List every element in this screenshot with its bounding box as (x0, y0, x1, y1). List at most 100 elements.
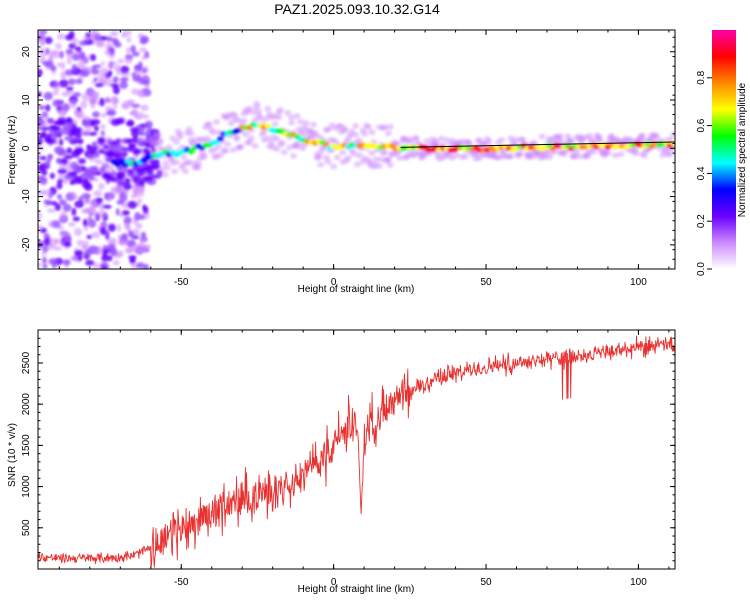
colorbar-tick-label: 0.6 (696, 118, 707, 132)
heatmap-cell (38, 262, 42, 268)
heatmap-cell (156, 138, 164, 145)
heatmap-cell (172, 138, 180, 145)
heatmap-cell (112, 85, 120, 95)
heatmap-cell (297, 118, 305, 125)
heatmap-cell (257, 115, 264, 122)
heatmap-cell (39, 40, 46, 45)
heatmap-cell (57, 33, 65, 40)
snr-ticks: -50 0 50 100 500 1000 1500 2000 2500 (21, 330, 675, 588)
heatmap-cell (423, 138, 431, 145)
heatmap-cell (158, 166, 166, 172)
heatmap-cell (52, 133, 59, 139)
heatmap-cell (88, 219, 97, 228)
heatmap-cell (67, 78, 76, 86)
heatmap-cell (125, 57, 133, 65)
heatmap-cell (49, 172, 56, 179)
heatmap-cell (43, 91, 53, 101)
heatmap-cell (352, 122, 360, 129)
heatmap-cell (140, 80, 150, 85)
heatmap-cell (100, 36, 108, 41)
spectrogram-heatmap (38, 30, 675, 269)
heatmap-cell (432, 137, 440, 144)
heatmap-cell (139, 131, 146, 137)
heatmap-cell (56, 62, 63, 68)
heatmap-cell (573, 148, 581, 155)
heatmap-cell (131, 244, 142, 254)
heatmap-cell (233, 134, 241, 141)
heatmap-cell (639, 132, 647, 139)
heatmap-cell (71, 207, 77, 216)
heatmap-cell (130, 231, 135, 239)
heatmap-cell (104, 78, 113, 87)
heatmap-cell (116, 67, 121, 76)
colorbar-label: Normalized spectral amplitude (737, 82, 748, 217)
heatmap-cell (38, 211, 42, 221)
heatmap-cell (81, 92, 91, 102)
heatmap-cell (85, 259, 95, 266)
heatmap-cell (110, 83, 119, 88)
heatmap-cell (52, 99, 62, 108)
heatmap-cell (93, 177, 99, 182)
heatmap-cell (56, 181, 63, 190)
heatmap-cell (78, 59, 86, 68)
heatmap-cell (123, 216, 132, 225)
heatmap-cell (224, 141, 232, 148)
x-tick-label: 100 (630, 577, 647, 588)
heatmap-cell (286, 144, 294, 151)
heatmap-cell (273, 146, 281, 152)
heatmap-cell (575, 153, 583, 160)
heatmap-cell (41, 126, 49, 131)
heatmap-cell (39, 156, 47, 161)
spectrogram-y-label: Frequency (Hz) (7, 116, 18, 185)
heatmap-cell (69, 99, 77, 109)
heatmap-cell (94, 159, 103, 165)
colorbar-gradient (712, 30, 736, 269)
heatmap-cell (280, 149, 288, 156)
heatmap-cell (90, 119, 101, 125)
heatmap-cell (79, 51, 84, 60)
heatmap-cell (104, 50, 109, 56)
heatmap-cell (138, 61, 143, 71)
heatmap-cell (93, 125, 99, 132)
heatmap-cell (317, 149, 325, 156)
heatmap-cell (516, 150, 524, 157)
spectrogram-ticks: -50 0 50 100 -20 -10 0 10 20 (21, 30, 675, 288)
heatmap-cell (48, 238, 58, 247)
heatmap-cell (222, 148, 230, 154)
heatmap-cell (273, 135, 281, 142)
heatmap-cell (116, 250, 124, 258)
heatmap-cell (288, 114, 296, 121)
heatmap-cell (58, 173, 64, 180)
heatmap-cell (350, 150, 358, 157)
heatmap-cell (126, 36, 132, 43)
heatmap-cell (588, 136, 595, 143)
heatmap-cell (47, 118, 55, 125)
heatmap-cell (142, 204, 147, 211)
heatmap-cell (125, 247, 134, 254)
heatmap-cell (141, 140, 149, 147)
heatmap-cell (137, 198, 143, 203)
y-tick-label: 1000 (21, 475, 32, 498)
heatmap-cell (106, 36, 113, 42)
heatmap-cell (76, 239, 84, 247)
heatmap-cell (62, 123, 73, 131)
heatmap-cell (107, 61, 115, 69)
heatmap-cell (139, 237, 145, 244)
snr-series-line (38, 335, 675, 568)
heatmap-cell (132, 51, 140, 57)
heatmap-cell (145, 84, 150, 89)
heatmap-cell (452, 152, 460, 158)
spectrogram-plot-frame (37, 29, 676, 270)
heatmap-cell (102, 144, 109, 150)
y-tick-label: -10 (21, 189, 32, 204)
heatmap-cell (38, 119, 46, 125)
heatmap-cell (82, 218, 88, 227)
heatmap-cell (87, 216, 92, 221)
heatmap-cell (364, 124, 372, 131)
heatmap-cell (134, 185, 142, 192)
heatmap-cell (64, 136, 74, 141)
heatmap-cell (66, 55, 72, 65)
heatmap-cell (406, 139, 414, 146)
heatmap-cell (42, 263, 48, 269)
colorbar: 0.0 0.2 0.4 0.6 0.8 (696, 30, 736, 276)
